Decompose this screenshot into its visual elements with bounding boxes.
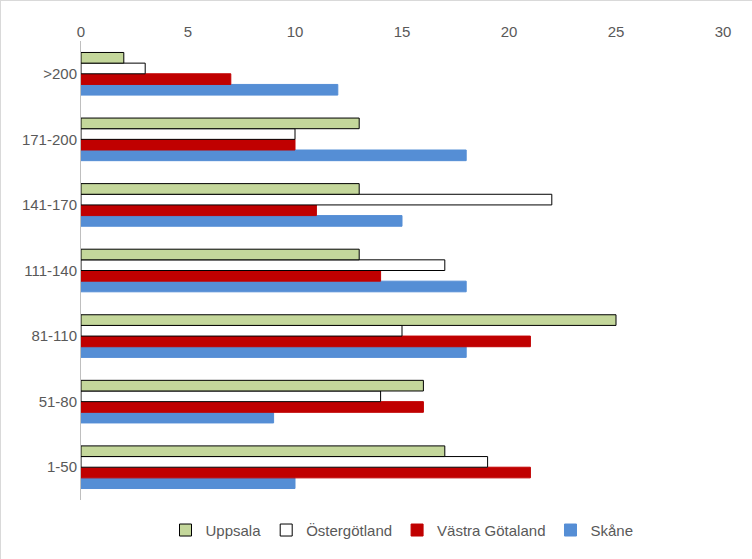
svg-text:1-50: 1-50 <box>47 458 77 475</box>
svg-text:20: 20 <box>501 23 518 40</box>
svg-text:Skåne: Skåne <box>590 522 633 539</box>
svg-text:5: 5 <box>184 23 192 40</box>
svg-text:Östergötland: Östergötland <box>306 522 392 539</box>
svg-text:Västra Götaland: Västra Götaland <box>437 522 545 539</box>
svg-text:25: 25 <box>608 23 625 40</box>
svg-text:15: 15 <box>394 23 411 40</box>
svg-text:Uppsala: Uppsala <box>206 522 262 539</box>
svg-text:10: 10 <box>287 23 304 40</box>
svg-text:81-110: 81-110 <box>31 327 77 344</box>
svg-text:171-200: 171-200 <box>22 131 77 148</box>
svg-text:0: 0 <box>77 23 85 40</box>
svg-text:51-80: 51-80 <box>39 393 77 410</box>
svg-text:>200: >200 <box>43 65 77 82</box>
svg-text:30: 30 <box>715 23 732 40</box>
svg-text:141-170: 141-170 <box>22 196 77 213</box>
svg-text:111-140: 111-140 <box>24 262 77 279</box>
